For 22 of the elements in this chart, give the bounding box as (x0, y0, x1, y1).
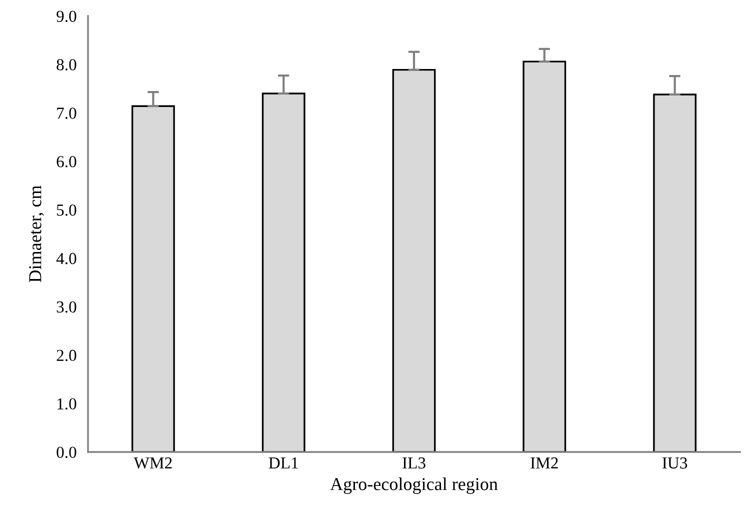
y-tick-label: 9.0 (56, 10, 76, 22)
x-tick-label: IU3 (662, 457, 688, 469)
bar (653, 94, 696, 452)
bar (392, 68, 436, 452)
y-tick-label: 7.0 (57, 108, 76, 119)
y-axis-title: Dimaeter, cm (29, 186, 44, 282)
bar (522, 60, 566, 452)
x-axis-title: Agro-ecological region (330, 478, 498, 494)
y-tick-label: 0.0 (56, 446, 76, 458)
y-tick-label: 3.0 (56, 301, 76, 313)
y-tick-label: 4.0 (56, 252, 76, 264)
y-tick-label: 5.0 (57, 204, 76, 216)
y-tick-label: 6.0 (56, 156, 76, 168)
y-tick-label: 1.0 (58, 398, 76, 410)
bar (132, 105, 175, 452)
x-tick-label: DL1 (268, 457, 298, 468)
x-tick-label: WM2 (134, 457, 172, 469)
bar (262, 92, 306, 452)
x-tick-label: IL3 (402, 457, 426, 469)
y-tick-label: 8.0 (56, 59, 76, 70)
x-tick-label: IM2 (530, 457, 558, 468)
y-tick-label: 2.0 (56, 350, 76, 362)
